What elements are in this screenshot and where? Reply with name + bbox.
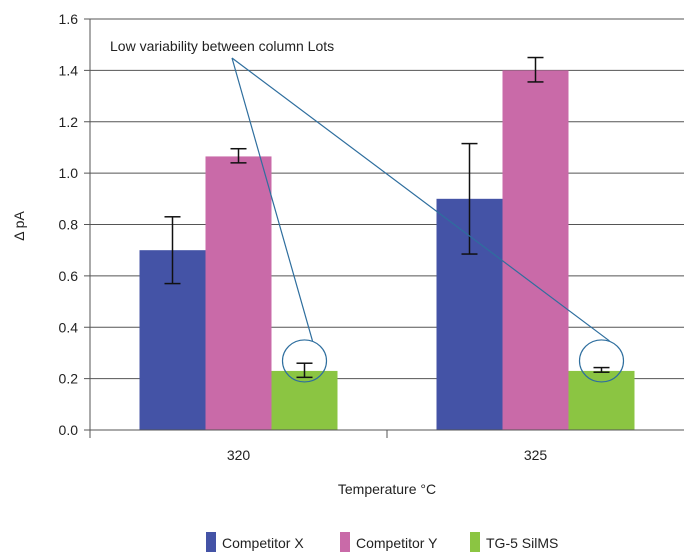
- x-tick-label: 325: [524, 447, 548, 463]
- legend-swatch: [206, 532, 216, 552]
- bar: [568, 370, 635, 430]
- y-tick-label: 0.4: [59, 319, 79, 335]
- bars: [139, 70, 635, 430]
- y-tick-label: 1.6: [59, 11, 79, 27]
- y-tick-label: 0.8: [59, 217, 79, 233]
- legend: Competitor X Competitor Y TG-5 SilMS: [206, 532, 558, 552]
- bar: [271, 370, 338, 430]
- y-tick-label: 1.2: [59, 114, 79, 130]
- annotation-ellipse: [281, 339, 328, 383]
- legend-swatch: [470, 532, 480, 552]
- legend-label: Competitor X: [222, 535, 304, 551]
- annotation: Low variability between column Lots: [110, 38, 625, 383]
- y-tick-label: 0.6: [59, 268, 79, 284]
- error-bars: [164, 56, 610, 379]
- legend-swatch: [340, 532, 350, 552]
- annotation-text: Low variability between column Lots: [110, 38, 334, 54]
- annotation-ellipse: [578, 339, 625, 383]
- x-tick-label: 320: [227, 447, 251, 463]
- annotation-line: [231, 57, 314, 342]
- y-axis-label: Δ pA: [11, 211, 27, 241]
- bar: [205, 156, 272, 430]
- y-tick-label: 0.0: [59, 422, 79, 438]
- annotation-line: [231, 57, 610, 342]
- legend-label: Competitor Y: [356, 535, 438, 551]
- bar: [502, 70, 569, 430]
- y-tick-label: 1.4: [59, 62, 79, 78]
- y-tick-label: 0.2: [59, 371, 79, 387]
- legend-label: TG-5 SilMS: [486, 535, 558, 551]
- y-tick-label: 1.0: [59, 165, 79, 181]
- axes: 0.0 0.2 0.4 0.6 0.8 1.0 1.2 1.4 1.6 320 325: [59, 11, 684, 463]
- x-axis-label: Temperature °C: [338, 481, 436, 497]
